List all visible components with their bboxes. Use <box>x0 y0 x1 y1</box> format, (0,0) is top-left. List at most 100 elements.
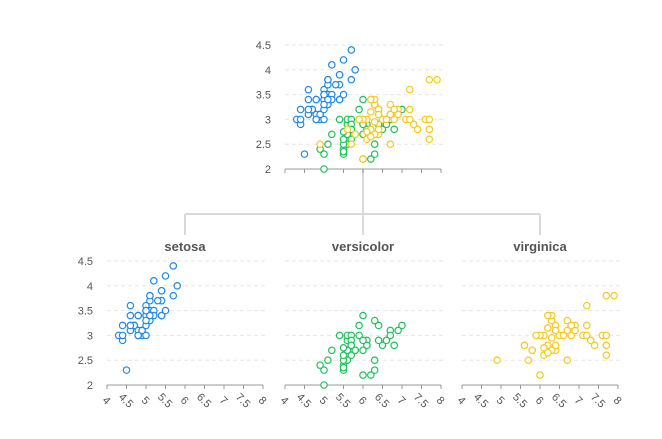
y-tick-label: 4 <box>265 65 271 77</box>
y-tick-label: 3 <box>265 114 271 126</box>
scatter-point <box>382 115 391 124</box>
scatter-point <box>335 331 344 340</box>
scatter-point <box>320 165 328 173</box>
scatter-point <box>563 356 572 365</box>
scatter-point <box>374 336 383 345</box>
scatter-point <box>602 331 611 340</box>
scatter-point <box>320 366 328 374</box>
scatter-point <box>366 108 375 116</box>
x-tick-label: 6 <box>178 394 191 407</box>
scatter-point <box>300 150 309 158</box>
scatter-point <box>390 105 399 114</box>
scatter-point <box>363 128 371 136</box>
scatter-point <box>370 118 379 126</box>
y-tick-label: 4.5 <box>256 40 271 52</box>
scatter-point <box>320 115 328 124</box>
scatter-point <box>324 95 332 104</box>
scatter-point <box>327 61 336 69</box>
scatter-point <box>327 130 336 139</box>
scatter-point <box>390 125 399 134</box>
x-tick-label: 4 <box>100 394 113 407</box>
scatter-point <box>405 85 414 94</box>
scatter-point <box>425 125 434 134</box>
scatter-point <box>339 135 348 144</box>
scatter-point <box>409 120 418 129</box>
scatter-point <box>296 115 305 124</box>
y-tick-label: 2 <box>265 164 271 176</box>
scatter-point <box>363 341 371 350</box>
y-tick-label: 2 <box>87 380 93 392</box>
x-tick-label: 6.5 <box>194 391 213 410</box>
scatter-point <box>582 331 591 340</box>
scatter-point <box>370 150 379 158</box>
y-tick-label: 2.5 <box>256 139 271 151</box>
panel-title: virginica <box>513 239 567 254</box>
x-tick-label: 6 <box>356 394 369 407</box>
scatter-point <box>359 155 367 163</box>
scatter-point <box>161 306 170 315</box>
panel-title: versicolor <box>332 239 394 254</box>
y-tick-label: 2.5 <box>78 355 93 367</box>
scatter-point <box>394 326 402 335</box>
scatter-point <box>320 150 328 158</box>
scatter-point <box>386 100 395 109</box>
scatter-point <box>339 90 348 99</box>
scatter-point <box>610 291 618 300</box>
x-tick-label: 5.5 <box>333 391 352 410</box>
scatter-point <box>602 351 611 360</box>
scatter-point <box>339 363 348 372</box>
scatter-point <box>425 135 434 144</box>
scatter-point <box>586 336 595 345</box>
scatter-point <box>582 301 591 310</box>
scatter-point <box>339 147 348 156</box>
scatter-point <box>425 115 434 124</box>
y-tick-label: 3.5 <box>256 90 271 102</box>
scatter-point <box>563 316 572 325</box>
scatter-point <box>331 80 340 89</box>
scatter-point <box>563 326 572 335</box>
scatter-point <box>339 56 348 64</box>
scatter-point <box>343 125 352 134</box>
scatter-panel-all: 2 2.5 3 3.5 4 4.5 <box>256 40 445 176</box>
x-tick-label: 7.5 <box>588 391 607 410</box>
scatter-point <box>126 311 135 320</box>
x-tick-label: 5 <box>494 394 507 407</box>
x-tick-label: 6 <box>533 394 546 407</box>
scatter-point <box>142 316 150 325</box>
x-tick-label: 7 <box>217 394 230 407</box>
scatter-point <box>567 331 576 340</box>
x-tick-label: 5.5 <box>510 391 529 410</box>
scatter-point <box>347 140 356 149</box>
scatter-point <box>347 75 356 84</box>
scatter-point <box>386 331 395 340</box>
scatter-point <box>312 95 321 104</box>
scatter-point <box>359 371 367 379</box>
scatter-point <box>394 110 402 119</box>
scatter-point <box>157 286 166 295</box>
scatter-point <box>543 311 552 320</box>
x-tick-label: 8 <box>611 394 624 407</box>
scatter-point <box>324 140 332 149</box>
x-tick-label: 7.5 <box>411 391 430 410</box>
scatter-point <box>161 272 170 280</box>
scatter-point <box>493 356 501 365</box>
y-tick-label: 4 <box>87 281 93 293</box>
scatter-point <box>359 95 367 104</box>
scatter-point <box>374 125 383 134</box>
scatter-point <box>378 341 387 350</box>
scatter-point <box>316 361 324 369</box>
scatter-point <box>425 75 434 84</box>
scatter-point <box>126 321 135 330</box>
scatter-point <box>567 321 576 330</box>
x-tick-label: 8 <box>256 394 269 407</box>
y-tick-label: 3 <box>87 330 93 342</box>
scatter-point <box>366 371 375 379</box>
scatter-point <box>339 351 348 360</box>
scatter-point <box>304 95 313 104</box>
scatter-point <box>150 277 158 285</box>
scatter-point <box>374 321 383 330</box>
scatter-point <box>335 70 344 79</box>
scatter-point <box>413 125 422 134</box>
x-tick-label: 4 <box>278 394 291 407</box>
